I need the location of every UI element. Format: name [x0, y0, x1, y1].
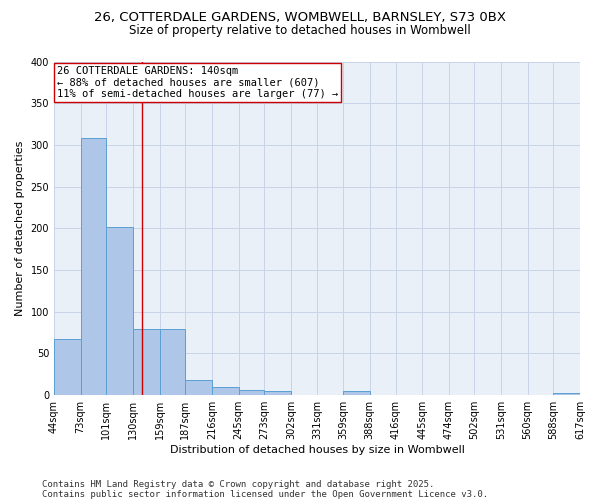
Y-axis label: Number of detached properties: Number of detached properties	[15, 140, 25, 316]
Text: 26, COTTERDALE GARDENS, WOMBWELL, BARNSLEY, S73 0BX: 26, COTTERDALE GARDENS, WOMBWELL, BARNSL…	[94, 11, 506, 24]
Bar	[239, 390, 264, 395]
Bar	[264, 391, 291, 395]
X-axis label: Distribution of detached houses by size in Wombwell: Distribution of detached houses by size …	[170, 445, 464, 455]
Bar	[343, 391, 370, 395]
Bar	[80, 138, 106, 395]
Bar	[54, 340, 80, 395]
Bar	[106, 226, 133, 395]
Bar	[212, 387, 239, 395]
Bar	[160, 330, 185, 395]
Text: Size of property relative to detached houses in Wombwell: Size of property relative to detached ho…	[129, 24, 471, 37]
Text: 26 COTTERDALE GARDENS: 140sqm
← 88% of detached houses are smaller (607)
11% of : 26 COTTERDALE GARDENS: 140sqm ← 88% of d…	[57, 66, 338, 99]
Bar	[185, 380, 212, 395]
Bar	[553, 392, 580, 395]
Bar	[133, 330, 160, 395]
Text: Contains HM Land Registry data © Crown copyright and database right 2025.
Contai: Contains HM Land Registry data © Crown c…	[42, 480, 488, 499]
